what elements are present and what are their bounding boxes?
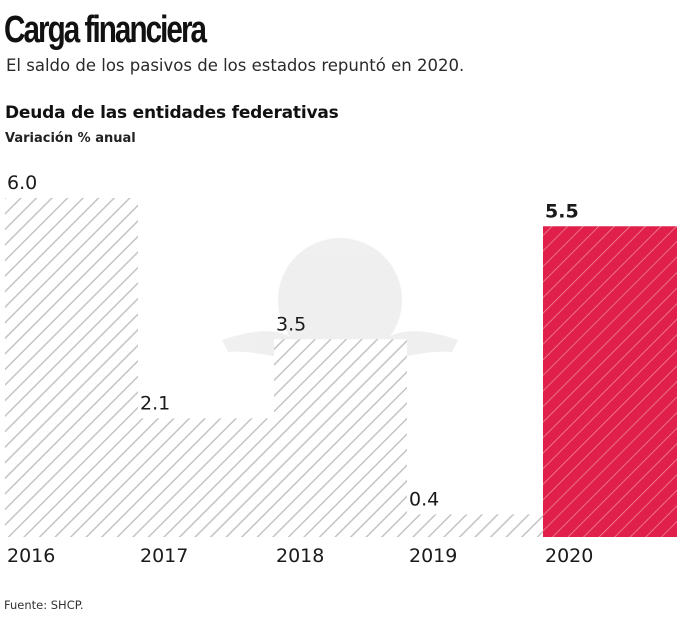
bar-2017 [138, 418, 274, 537]
value-label-2017: 2.1 [140, 392, 170, 414]
x-tick-label-2017: 2017 [140, 545, 188, 567]
value-label-2020: 5.5 [545, 200, 579, 222]
chart-subtitle: Variación % anual [5, 131, 136, 146]
value-label-2018: 3.5 [276, 313, 306, 335]
x-tick-label-2016: 2016 [7, 545, 55, 567]
x-tick-label-2019: 2019 [409, 545, 457, 567]
bar-2020 [543, 226, 677, 537]
x-tick-label-2020: 2020 [545, 545, 593, 567]
x-tick-label-2018: 2018 [276, 545, 324, 567]
value-label-2019: 0.4 [409, 488, 439, 510]
source-note: Fuente: SHCP. [4, 598, 84, 612]
page-subtitle: El saldo de los pasivos de los estados r… [6, 56, 465, 75]
page-title: Carga financiera [4, 9, 207, 51]
bar-2016 [5, 198, 138, 537]
value-label-2016: 6.0 [7, 172, 37, 194]
bar-2019 [407, 514, 543, 537]
chart-title: Deuda de las entidades federativas [5, 103, 339, 123]
bar-2018 [274, 339, 407, 537]
